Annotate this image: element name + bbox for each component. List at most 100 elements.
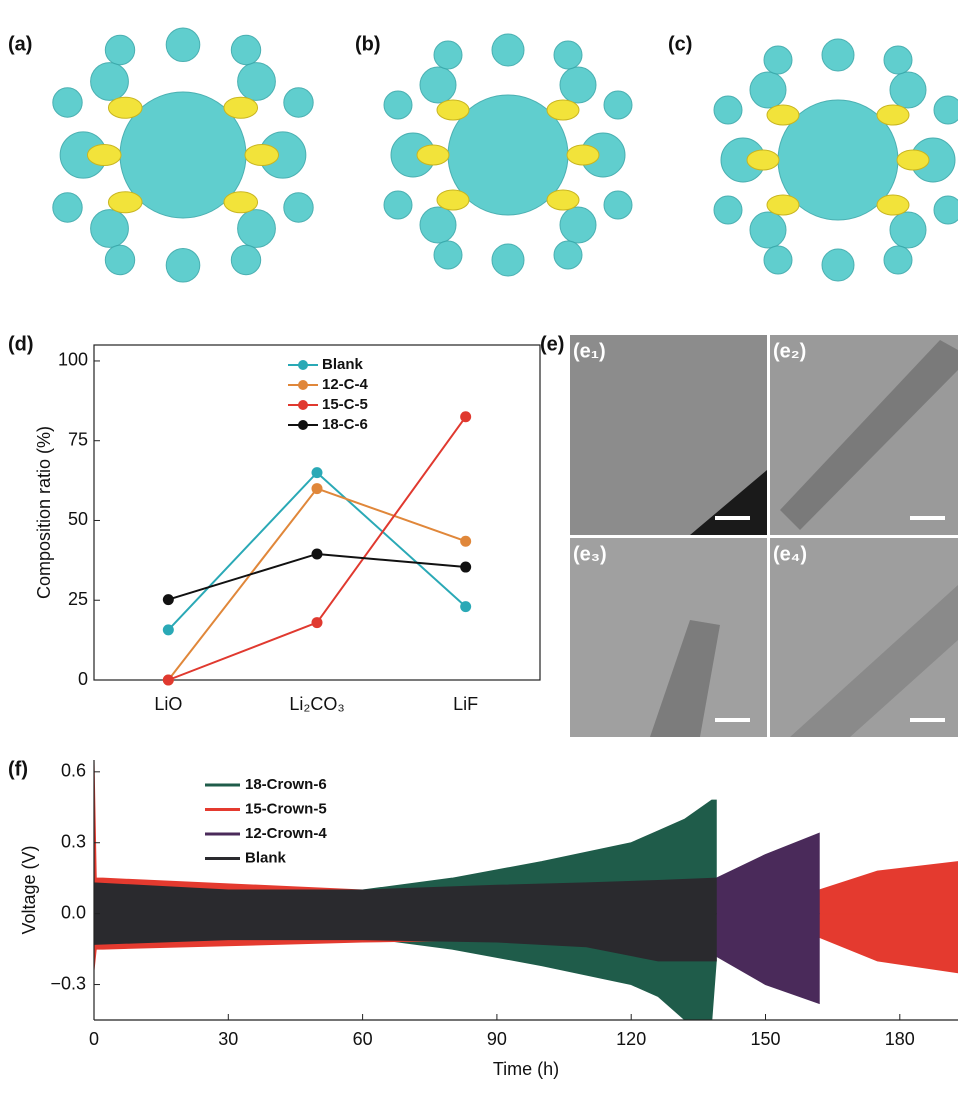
isosurface [890,212,926,248]
x-tick-label: 90 [487,1029,507,1049]
isosurface [437,190,469,210]
legend-label: 12-C-4 [322,376,369,393]
isosurface [420,207,456,243]
x-tick-label: LiF [453,694,478,714]
isosurface [434,241,462,269]
legend-label: 18-C-6 [322,416,368,433]
y-tick-label: 0 [78,669,88,689]
isosurface [284,193,313,222]
isosurface [877,195,909,215]
isosurface [166,248,200,282]
panel-label: (d) [8,333,34,355]
legend-marker [298,400,308,410]
legend-label: Blank [245,849,287,866]
legend-label: 12-Crown-4 [245,825,327,842]
data-point [163,675,174,686]
y-tick-label: 0.3 [61,831,86,851]
isosurface [231,245,260,274]
molecule-image [384,34,632,276]
isosurface [108,192,142,213]
isosurface [747,150,779,170]
isosurface [108,97,142,118]
isosurface [547,190,579,210]
x-tick-label: 60 [353,1029,373,1049]
x-tick-label: 120 [616,1029,646,1049]
isosurface [91,63,129,101]
isosurface [87,145,121,166]
x-tick-label: 150 [750,1029,780,1049]
x-axis-title: Time (h) [493,1059,559,1079]
isosurface [767,105,799,125]
legend-marker [298,360,308,370]
legend-marker [298,420,308,430]
tem-label: (e₁) [573,340,606,362]
tem-label: (e₄) [773,543,807,565]
legend-label: 18-Crown-6 [245,776,327,793]
isosurface [238,63,276,101]
y-axis-title: Composition ratio (%) [34,426,54,599]
isosurface [604,191,632,219]
panel-label: (a) [8,33,32,55]
isosurface [245,145,279,166]
x-tick-label: 180 [885,1029,915,1049]
data-point [312,483,323,494]
y-tick-label: 0.6 [61,761,86,781]
isosurface [767,195,799,215]
series-line [168,417,465,680]
isosurface [224,97,258,118]
isosurface [420,67,456,103]
isosurface [53,88,82,117]
panel-label: (c) [668,33,692,55]
tem-label: (e₃) [573,543,607,565]
isosurface [166,28,200,62]
data-point [460,562,471,573]
x-tick-label: Li₂CO₃ [289,694,344,714]
voltage-envelope [94,914,716,961]
data-point [460,411,471,422]
isosurface [91,210,129,248]
panel-label: (b) [355,33,381,55]
isosurface [764,246,792,274]
data-point [460,601,471,612]
y-tick-label: 25 [68,589,88,609]
isosurface [492,244,524,276]
isosurface [437,100,469,120]
x-tick-label: 0 [89,1029,99,1049]
isosurface [750,72,786,108]
isosurface [224,192,258,213]
isosurface [434,41,462,69]
isosurface [560,67,596,103]
isosurface [384,191,412,219]
isosurface [554,241,582,269]
isosurface [884,46,912,74]
isosurface [284,88,313,117]
y-tick-label: 50 [68,509,88,529]
isosurface [53,193,82,222]
figure: (a)(b)(c)(d)(e)(f)(e₁)(e₂)(e₃)(e₄)025507… [0,0,958,1092]
y-axis-title: Voltage (V) [19,845,39,934]
data-point [312,548,323,559]
isosurface [934,96,958,124]
legend-label: Blank [322,356,364,373]
isosurface [231,35,260,64]
isosurface [714,196,742,224]
isosurface [897,150,929,170]
isosurface [547,100,579,120]
isosurface [822,39,854,71]
x-tick-label: 30 [218,1029,238,1049]
molecule-image [714,39,958,281]
isosurface [934,196,958,224]
panel-label: (e) [540,333,564,355]
isosurface [884,246,912,274]
y-tick-label: −0.3 [50,973,86,993]
isosurface [554,41,582,69]
isosurface [417,145,449,165]
isosurface [877,105,909,125]
legend-marker [298,380,308,390]
series-line [168,489,465,680]
data-point [312,467,323,478]
data-point [163,624,174,635]
isosurface [764,46,792,74]
data-point [163,594,174,605]
isosurface [714,96,742,124]
